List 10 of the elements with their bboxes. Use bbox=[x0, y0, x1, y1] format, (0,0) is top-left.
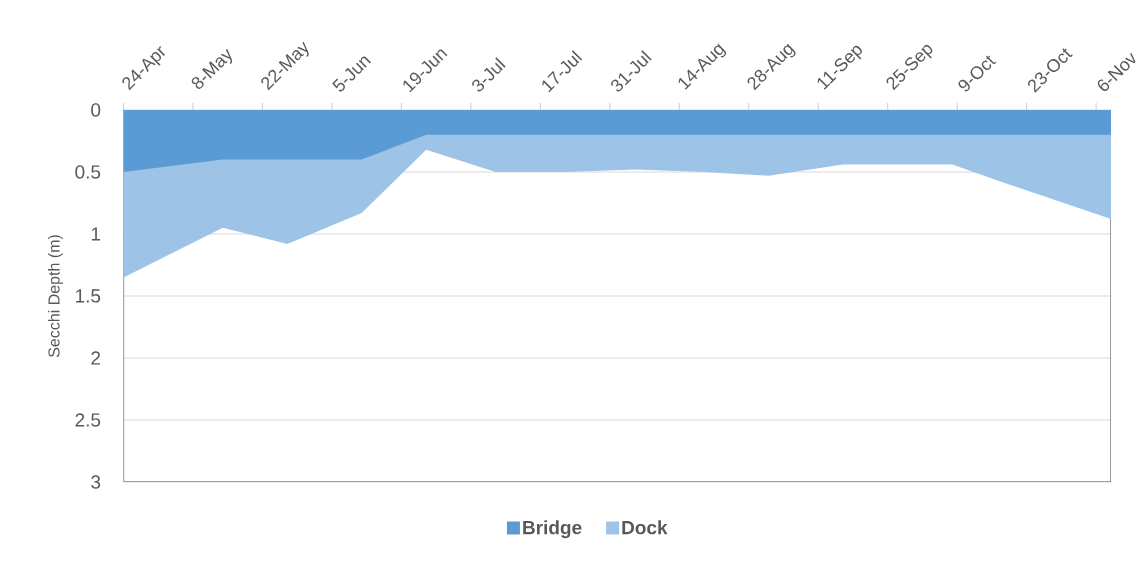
y-tick-label: 0 bbox=[91, 103, 101, 117]
y-axis-title: Secchi Depth (m) bbox=[47, 235, 63, 358]
y-tick-label: 1.5 bbox=[76, 289, 101, 303]
legend-label: Bridge bbox=[523, 520, 582, 539]
y-tick-label: 3 bbox=[91, 475, 101, 489]
y-tick-label: 2 bbox=[91, 351, 101, 365]
y-tick-label: 0.5 bbox=[75, 165, 101, 179]
legend-label: Dock bbox=[622, 520, 668, 535]
y-tick-label: 1 bbox=[91, 227, 101, 241]
y-tick-label: 2.5 bbox=[75, 413, 101, 427]
